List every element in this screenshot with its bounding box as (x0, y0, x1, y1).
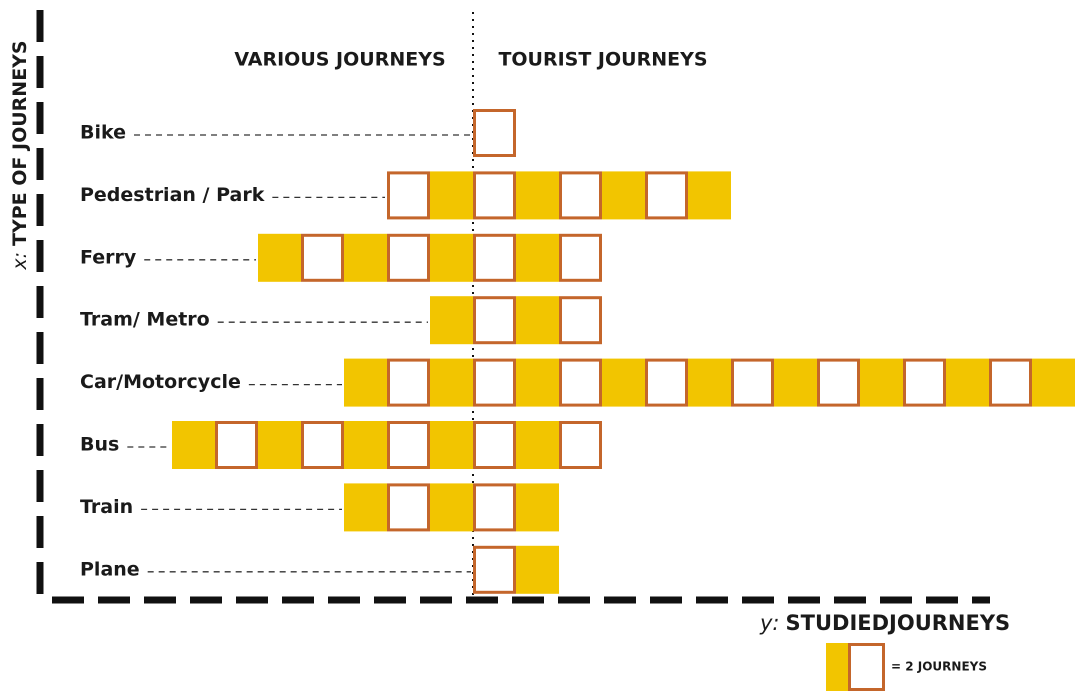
unit-square (473, 421, 516, 469)
unit-square (559, 171, 602, 220)
unit-square (731, 358, 774, 407)
unit-square (559, 233, 602, 282)
unit-bar (172, 421, 473, 469)
unit-square (387, 421, 430, 469)
unit-square (344, 358, 387, 407)
unit-square (516, 483, 559, 532)
unit-bar (344, 358, 473, 407)
unit-square (516, 421, 559, 469)
legend-label: = 2 JOURNEYS (891, 660, 987, 674)
x-axis-label-prefix: y: (759, 611, 780, 635)
unit-square (559, 421, 602, 469)
unit-square (473, 545, 516, 594)
category-label: Pedestrian / Park (80, 184, 265, 206)
unit-bar (473, 296, 602, 345)
unit-square (559, 296, 602, 345)
unit-square (516, 358, 559, 407)
unit-bar (473, 545, 559, 594)
category-label: Plane (80, 558, 140, 580)
unit-square (774, 358, 817, 407)
legend-swatch (826, 643, 848, 691)
unit-square (473, 483, 516, 532)
unit-square (516, 171, 559, 220)
unit-square (817, 358, 860, 407)
category-label: Ferry (80, 246, 137, 268)
unit-square (688, 358, 731, 407)
unit-square (344, 483, 387, 532)
unit-square (946, 358, 989, 407)
unit-square (559, 358, 602, 407)
x-axis-label: y: STUDIEDJOURNEYS (759, 611, 1010, 635)
unit-square (473, 109, 516, 157)
category-label: Car/Motorcycle (80, 371, 241, 393)
series-header: VARIOUS JOURNEYS (234, 49, 445, 71)
y-axis-label: x: TYPE OF JOURNEYS (9, 40, 31, 270)
x-axis-label-text: STUDIEDJOURNEYS (786, 611, 1011, 635)
unit-square (688, 171, 731, 220)
legend: = 2 JOURNEYS (826, 643, 987, 691)
unit-square (387, 233, 430, 282)
unit-square (387, 358, 430, 407)
unit-square (430, 171, 473, 220)
y-axis-label-text: TYPE OF JOURNEYS (9, 40, 31, 246)
unit-square (215, 421, 258, 469)
unit-square (172, 421, 215, 469)
unit-bar (473, 358, 1075, 407)
unit-bar (258, 233, 473, 282)
unit-square (1032, 358, 1075, 407)
category-label: Tram/ Metro (80, 309, 210, 331)
unit-square (645, 171, 688, 220)
unit-square (989, 358, 1032, 407)
unit-square (473, 233, 516, 282)
unit-square (516, 545, 559, 594)
unit-bar (387, 171, 473, 220)
unit-square (516, 296, 559, 345)
unit-square (258, 421, 301, 469)
y-axis-label-prefix: x: (9, 252, 31, 271)
unit-square (516, 233, 559, 282)
unit-bar (473, 421, 602, 469)
unit-square (387, 483, 430, 532)
unit-square (430, 358, 473, 407)
unit-square (301, 421, 344, 469)
unit-bar (473, 171, 731, 220)
unit-bar (430, 296, 473, 345)
category-label: Train (80, 496, 133, 518)
category-label: Bus (80, 434, 119, 456)
unit-bar (473, 109, 516, 157)
unit-square (473, 171, 516, 220)
unit-square (473, 296, 516, 345)
legend-swatch (848, 643, 885, 691)
unit-square (860, 358, 903, 407)
unit-square (473, 358, 516, 407)
unit-square (344, 421, 387, 469)
unit-square (602, 358, 645, 407)
unit-square (344, 233, 387, 282)
unit-square (430, 296, 473, 345)
unit-square (258, 233, 301, 282)
unit-square (602, 171, 645, 220)
series-header: TOURIST JOURNEYS (498, 49, 707, 71)
unit-square (301, 233, 344, 282)
unit-bar (473, 233, 602, 282)
unit-square (387, 171, 430, 220)
unit-square (430, 233, 473, 282)
unit-square (430, 483, 473, 532)
unit-square (430, 421, 473, 469)
unit-bar (473, 483, 559, 532)
unit-square (903, 358, 946, 407)
unit-square (645, 358, 688, 407)
unit-bar (344, 483, 473, 532)
category-label: Bike (80, 122, 126, 144)
